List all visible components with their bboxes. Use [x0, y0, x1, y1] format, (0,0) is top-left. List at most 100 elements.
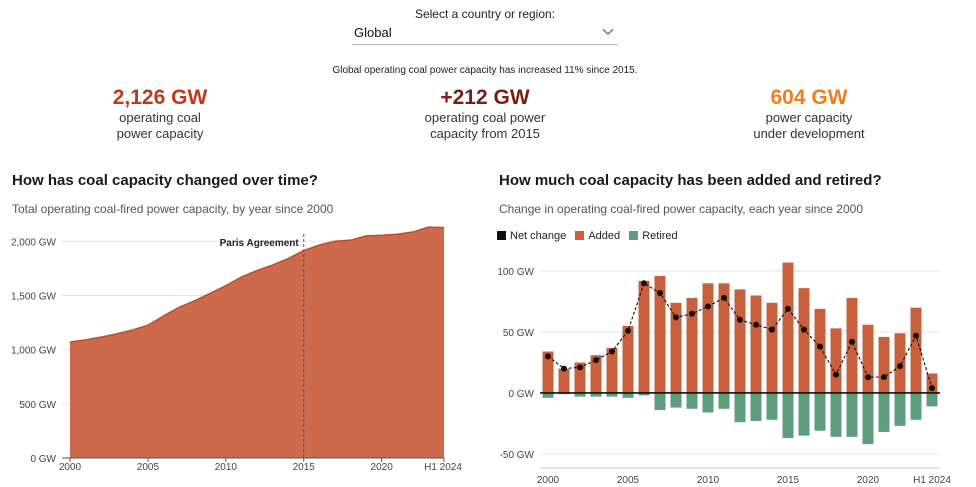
net-change-point: [625, 327, 631, 334]
stat-desc-line1: operating coal: [119, 110, 201, 125]
added-bar: [926, 373, 938, 393]
x-tick-label: 2020: [857, 475, 880, 486]
right-chart-subtitle: Change in operating coal-fired power cap…: [499, 202, 863, 216]
added-bar: [686, 297, 698, 393]
bar-chart-legend: Net change Added Retired: [497, 230, 684, 242]
selector-label: Select a country or region:: [414, 7, 556, 21]
added-bar: [894, 333, 906, 393]
x-tick-label: 2010: [697, 475, 720, 486]
net-change-point: [609, 348, 615, 355]
net-change-point: [881, 374, 887, 381]
retired-bar: [750, 392, 762, 421]
retired-bar: [686, 392, 698, 409]
x-tick-label: 2015: [293, 462, 316, 473]
x-tick-label: 2010: [215, 462, 238, 473]
stat-value: 2,126 GW: [112, 86, 208, 109]
retired-bar: [638, 392, 650, 396]
net-change-point: [545, 353, 551, 360]
right-chart-title: How much coal capacity has been added an…: [499, 172, 882, 189]
legend-swatch-added: [575, 231, 585, 240]
added-bar: [542, 351, 554, 393]
legend-swatch-net: [497, 231, 506, 240]
net-change-point: [929, 385, 935, 392]
retired-bar: [846, 392, 858, 437]
capacity-line: [69, 226, 445, 343]
y-tick-label: 2,000 GW: [11, 237, 57, 248]
stat-operating-capacity: 2,126 GW operating coal power capacity: [40, 86, 280, 142]
added-bar: [606, 347, 618, 393]
added-bar: [782, 262, 794, 393]
x-tick-label: 2015: [777, 475, 800, 486]
y-tick-label: 500 GW: [19, 400, 56, 411]
retired-bar: [894, 392, 906, 426]
y-tick-label: 1,500 GW: [11, 291, 57, 302]
retired-bar: [590, 392, 602, 397]
added-bar: [638, 280, 650, 393]
net-change-point: [785, 305, 791, 312]
net-change-point: [673, 314, 679, 321]
retired-bar: [862, 392, 874, 445]
net-change-point: [865, 374, 871, 381]
x-tick-label: H1 2024: [913, 475, 951, 486]
net-change-point: [801, 326, 807, 333]
net-change-point: [577, 364, 583, 371]
added-bar: [574, 362, 586, 393]
retired-bar: [926, 392, 938, 407]
x-tick-label: H1 2024: [424, 462, 462, 473]
stat-desc-line2: under development: [753, 126, 865, 141]
added-bar: [798, 288, 810, 393]
stat-desc-line2: power capacity: [116, 126, 204, 141]
added-bar: [718, 283, 730, 393]
net-change-point: [817, 343, 823, 350]
retired-bar: [702, 392, 714, 413]
net-change-point: [849, 338, 855, 345]
retired-bar: [574, 392, 586, 397]
chevron-down-icon: [602, 29, 614, 35]
net-change-point: [897, 363, 903, 370]
added-bar: [622, 325, 634, 393]
net-change-point: [641, 280, 647, 287]
stat-under-development: 604 GW power capacity under development: [689, 86, 929, 142]
paris-agreement-label: Paris Agreement: [220, 238, 300, 249]
retired-bar: [878, 392, 890, 432]
retired-bar: [718, 392, 730, 409]
net-change-point: [833, 371, 839, 378]
added-bar: [814, 308, 826, 393]
retired-bar: [766, 392, 778, 420]
retired-bar: [542, 392, 554, 398]
stat-desc-line1: operating coal power: [424, 110, 546, 125]
added-bar: [670, 302, 682, 393]
added-bar: [654, 275, 666, 393]
stat-value: 604 GW: [770, 86, 848, 109]
stat-change-since-2015: +212 GW operating coal power capacity fr…: [365, 86, 605, 142]
retired-bar: [654, 392, 666, 411]
added-bar: [830, 328, 842, 393]
stat-desc-line2: capacity from 2015: [430, 126, 540, 141]
region-select[interactable]: Global: [352, 22, 618, 45]
x-tick-label: 2000: [59, 462, 82, 473]
y-tick-label: 0 GW: [508, 389, 534, 400]
added-bar: [702, 283, 714, 393]
capacity-area: [70, 227, 444, 458]
net-change-point: [737, 316, 743, 323]
retired-bar: [814, 392, 826, 431]
legend-added: Added: [575, 230, 620, 242]
added-bar: [766, 302, 778, 393]
net-change-point: [689, 310, 695, 317]
net-change-point: [753, 321, 759, 328]
added-bar: [590, 355, 602, 393]
retired-bar: [670, 392, 682, 408]
net-change-point: [561, 365, 567, 372]
x-tick-label: 2005: [617, 475, 640, 486]
summary-text: Global operating coal power capacity has…: [332, 65, 638, 76]
y-tick-label: 50 GW: [503, 328, 535, 339]
added-bar: [878, 336, 890, 393]
y-tick-label: -50 GW: [500, 450, 535, 461]
added-bar: [862, 324, 874, 393]
x-tick-label: 2000: [537, 475, 560, 486]
x-tick-label: 2005: [137, 462, 160, 473]
y-tick-label: 0 GW: [30, 454, 56, 465]
added-bar: [750, 295, 762, 393]
added-bar: [734, 289, 746, 393]
